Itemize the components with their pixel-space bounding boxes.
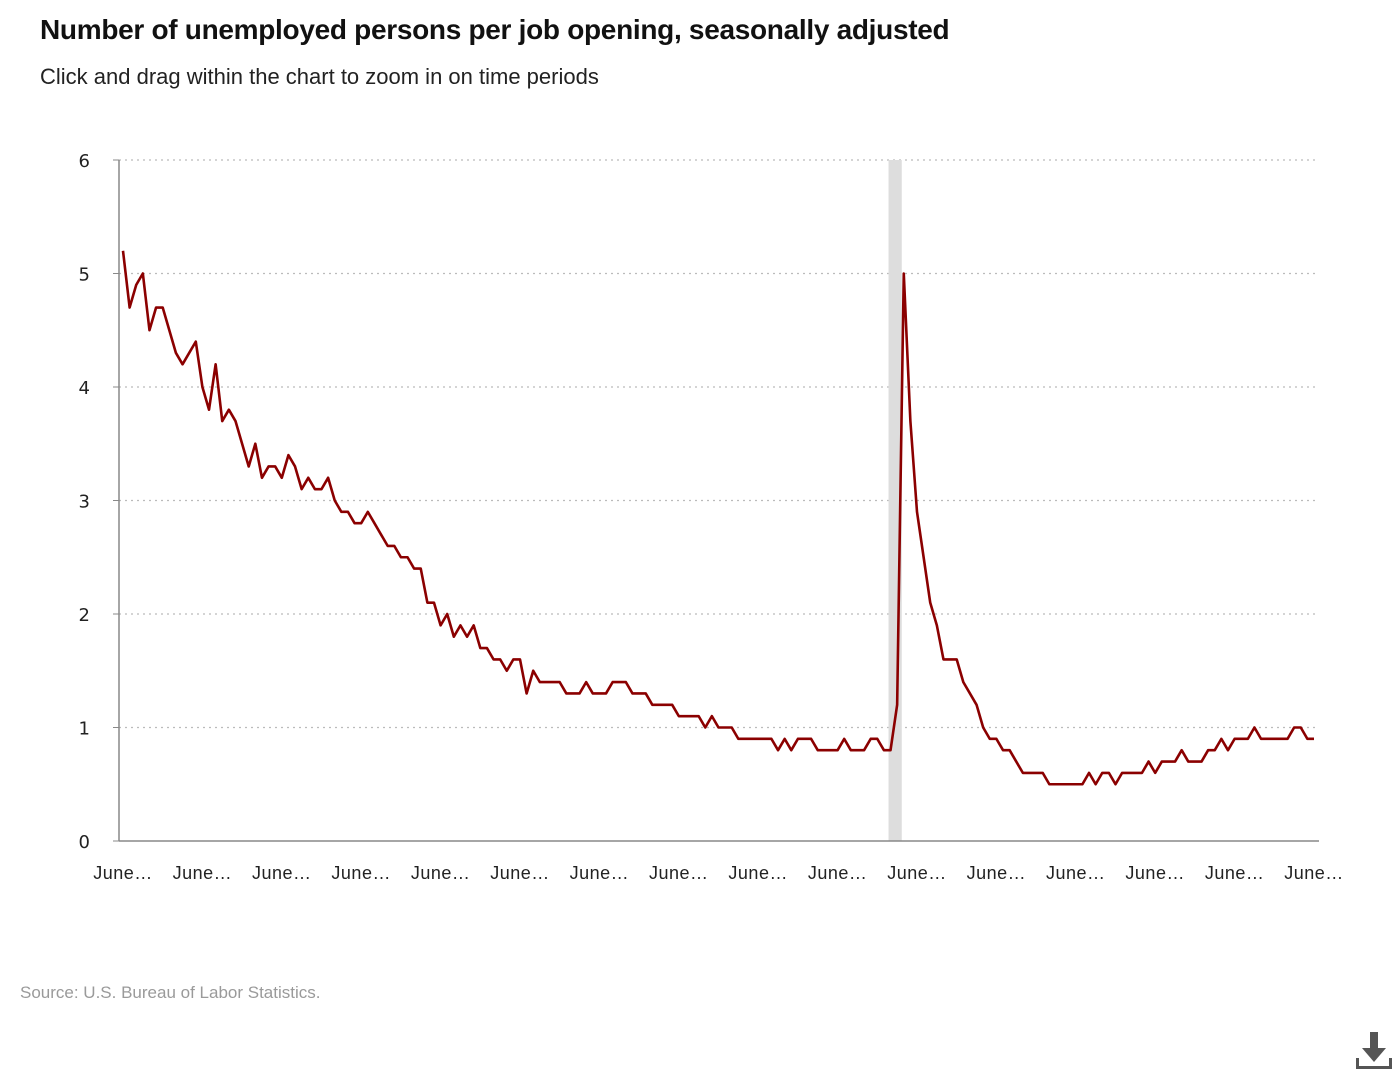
chart-title: Number of unemployed persons per job ope… bbox=[40, 14, 950, 45]
x-tick-label: June… bbox=[1205, 863, 1265, 883]
x-tick-label: June… bbox=[411, 863, 471, 883]
y-tick-label: 2 bbox=[79, 605, 90, 626]
download-icon bbox=[1356, 1032, 1392, 1069]
x-tick-label: June… bbox=[173, 863, 233, 883]
x-tick-label: June… bbox=[1125, 863, 1185, 883]
series-line[interactable] bbox=[121, 250, 1314, 786]
x-tick-label: June… bbox=[649, 863, 709, 883]
x-tick-label: June… bbox=[1046, 863, 1106, 883]
x-axis-ticks: June… June… June… June… June… June… June… June…… bbox=[93, 863, 1344, 883]
x-tick-label: June… bbox=[887, 863, 947, 883]
y-tick-label: 6 bbox=[79, 151, 90, 172]
download-button[interactable] bbox=[1354, 1030, 1394, 1074]
source-note: Source: U.S. Bureau of Labor Statistics. bbox=[20, 983, 321, 1002]
y-tick-label: 1 bbox=[79, 719, 90, 740]
x-tick-label: June… bbox=[1284, 863, 1344, 883]
y-tick-label: 4 bbox=[79, 378, 90, 399]
x-tick-label: June… bbox=[728, 863, 788, 883]
x-tick-label: June… bbox=[808, 863, 868, 883]
y-tick-label: 0 bbox=[79, 832, 90, 853]
x-tick-label: June… bbox=[967, 863, 1027, 883]
y-tick-label: 3 bbox=[79, 492, 90, 513]
x-tick-label: June… bbox=[93, 863, 153, 883]
x-tick-label: June… bbox=[331, 863, 391, 883]
y-tick-label: 5 bbox=[79, 265, 90, 286]
x-tick-label: June… bbox=[570, 863, 630, 883]
x-tick-label: June… bbox=[252, 863, 312, 883]
chart-subtitle: Click and drag within the chart to zoom … bbox=[40, 64, 599, 89]
gridlines bbox=[119, 159, 1319, 729]
y-axis-ticks: 0 1 2 3 4 5 6 bbox=[79, 151, 119, 853]
x-tick-label: June… bbox=[490, 863, 550, 883]
